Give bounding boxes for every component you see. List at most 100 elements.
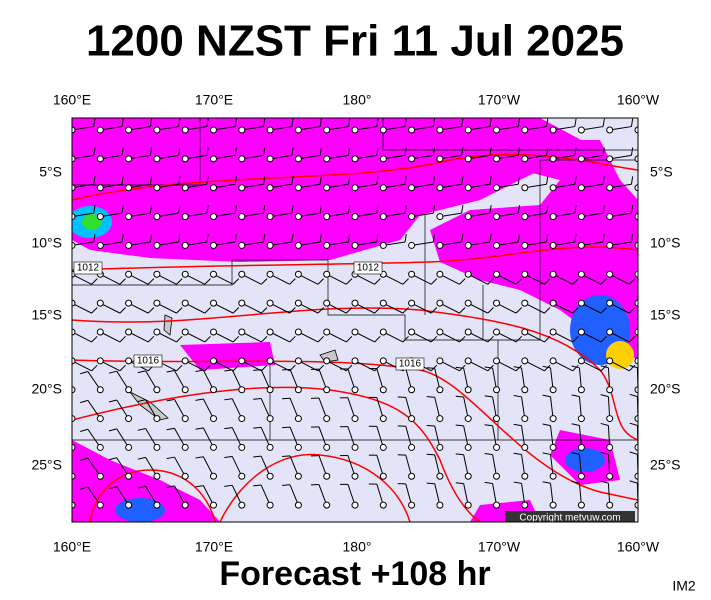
barb-station <box>323 126 331 134</box>
barb-feather <box>206 176 209 185</box>
barb-shaft <box>383 154 406 160</box>
barb-shaft <box>581 360 602 372</box>
barb-station <box>72 415 76 423</box>
barb-station <box>294 270 302 278</box>
barb-feather <box>91 307 98 314</box>
barb-feather <box>426 424 435 427</box>
barb-station <box>577 415 585 423</box>
barb-station <box>521 357 529 365</box>
barb-feather <box>517 234 520 243</box>
isobar-label: 1016 <box>399 359 422 370</box>
barb-shaft <box>128 302 149 314</box>
barb-feather <box>137 399 146 402</box>
barb-station <box>125 357 133 365</box>
barb-station <box>266 472 274 480</box>
barb-shaft <box>581 126 604 131</box>
barb-shaft <box>202 485 214 506</box>
barb-station <box>379 155 387 163</box>
barb-shaft <box>241 126 264 131</box>
barb-shaft <box>72 504 73 506</box>
barb-feather <box>291 147 294 156</box>
barb-feather <box>289 307 296 314</box>
barb-shaft <box>434 454 441 477</box>
barb-station <box>436 213 444 221</box>
barb-station <box>379 443 387 451</box>
barb-shaft <box>496 126 519 131</box>
barb-shaft <box>439 212 462 218</box>
barb-station <box>153 299 161 307</box>
barb-shaft <box>578 367 582 390</box>
barb-shaft <box>100 154 123 160</box>
barb-shaft <box>100 273 121 285</box>
barb-shaft <box>289 398 299 419</box>
barb-station <box>323 328 331 336</box>
barb-station <box>464 155 472 163</box>
barb-station <box>96 126 104 134</box>
barb-shaft <box>405 454 413 477</box>
barb-feather <box>461 176 464 185</box>
barb-station <box>294 213 302 221</box>
barb-shaft <box>145 399 158 419</box>
barb-station <box>549 126 557 134</box>
barb-feather <box>660 148 661 156</box>
barb-shaft <box>405 397 413 419</box>
heavy-rain-cell <box>115 498 165 522</box>
barb-feather <box>347 234 351 243</box>
barb-feather <box>517 205 520 214</box>
barb-shaft <box>241 183 264 189</box>
barb-shaft <box>578 425 582 448</box>
barb-shaft <box>156 183 179 189</box>
barb-station <box>181 213 189 221</box>
barb-shaft <box>100 183 123 189</box>
barb-shaft <box>184 360 206 372</box>
barb-shaft <box>463 396 469 419</box>
barb-shaft <box>521 454 526 477</box>
barb-shaft <box>411 126 434 131</box>
barb-feather <box>291 205 294 214</box>
barb-feather <box>282 484 291 486</box>
barb-shaft <box>550 454 554 477</box>
barb-station <box>125 213 133 221</box>
barb-shaft <box>581 212 604 218</box>
barb-station <box>153 270 161 278</box>
barb-station <box>181 386 189 394</box>
barb-station <box>181 241 189 249</box>
barb-station <box>323 386 331 394</box>
longitude-label: 170°W <box>478 539 521 555</box>
barb-station <box>408 328 416 336</box>
barb-station <box>634 472 638 480</box>
barb-shaft <box>231 456 243 477</box>
isobar-label: 1012 <box>77 263 100 274</box>
barb-shaft <box>241 154 264 160</box>
barb-feather <box>289 278 296 285</box>
barb-feather <box>147 278 155 285</box>
barb-feather <box>629 393 638 398</box>
barb-station <box>436 126 444 134</box>
barb-feather <box>546 118 549 127</box>
barb-shaft <box>72 417 73 419</box>
barb-feather <box>261 364 268 372</box>
barb-shaft <box>213 331 234 343</box>
barb-shaft <box>213 154 236 160</box>
barb-station <box>294 126 302 134</box>
barb-feather <box>542 481 551 484</box>
barb-shaft <box>434 368 441 390</box>
barb-shaft <box>289 426 299 448</box>
barb-shaft <box>578 454 582 477</box>
barb-feather <box>282 368 291 371</box>
barb-feather <box>658 336 664 342</box>
barb-station <box>266 126 274 134</box>
barb-shaft <box>607 425 611 448</box>
barb-station <box>125 415 133 423</box>
barb-shaft <box>87 428 101 448</box>
barb-feather <box>571 452 580 455</box>
barb-shaft <box>521 396 526 419</box>
barb-shaft <box>524 360 545 372</box>
barb-station <box>549 328 557 336</box>
barb-feather <box>119 335 126 343</box>
barb-station <box>210 213 217 221</box>
barb-feather <box>600 451 609 455</box>
barb-station <box>408 299 416 307</box>
barb-feather <box>374 364 381 372</box>
